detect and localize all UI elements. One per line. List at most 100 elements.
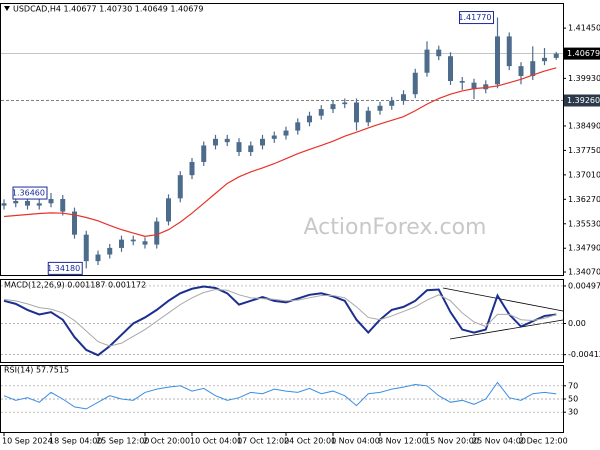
y-tick-label: 1.34790	[568, 244, 600, 253]
watermark: ActionForex.com	[304, 215, 487, 240]
bar-body	[412, 72, 418, 95]
price-label-box	[564, 94, 600, 107]
bar-body	[83, 234, 89, 262]
bar-body	[283, 130, 289, 136]
annotation-label: 1.36460	[12, 189, 45, 198]
bar-body	[448, 56, 453, 82]
bar-body	[142, 241, 148, 245]
bar-body	[48, 198, 54, 204]
x-tick-label: 25 Sep 12:00	[96, 437, 149, 446]
y-tick-label: 1.34070	[568, 268, 600, 277]
bar-body	[342, 102, 348, 105]
bar-body	[13, 200, 19, 204]
bar-body	[506, 36, 512, 67]
bar-body	[307, 115, 312, 123]
bar-body	[236, 142, 242, 153]
bar-body	[330, 104, 336, 110]
annotation-box	[12, 186, 48, 200]
bar-body	[365, 110, 371, 123]
y-tick-label: 1.37750	[568, 146, 600, 155]
y-tick-label: 0.004971	[568, 281, 600, 290]
bar-body	[25, 200, 30, 206]
annotation-box	[47, 261, 83, 275]
bar-body	[189, 161, 195, 176]
bar-body	[471, 82, 477, 90]
bar-body	[130, 239, 136, 242]
bar-body	[553, 53, 559, 58]
annotation-label: 1.41770	[458, 13, 491, 22]
indicator-line	[3, 285, 557, 357]
y-tick-label: 50	[568, 395, 578, 404]
bar-body	[295, 122, 301, 131]
x-tick-label: 8 Nov 12:00	[378, 437, 427, 446]
bar-body	[518, 66, 524, 77]
x-tick-label: 15 Nov 20:00	[425, 437, 479, 446]
price-label-box	[564, 47, 600, 60]
bar-body	[95, 254, 101, 262]
y-tick-label: 1.41450	[568, 24, 600, 33]
bar-body	[542, 57, 547, 62]
bar-body	[377, 105, 383, 111]
y-tick-label: 1.36270	[568, 195, 600, 204]
rsi-title: RSI(14) 57.7515	[4, 366, 69, 375]
y-tick-label: -0.004126	[568, 350, 600, 359]
bar-body	[401, 94, 406, 101]
bar-body	[201, 145, 207, 162]
bar-body	[166, 198, 171, 222]
bar-body	[60, 198, 66, 212]
x-tick-label: 10 Oct 04:00	[190, 437, 242, 446]
menu-arrow[interactable]	[4, 6, 10, 11]
y-tick-label: 1.39930	[568, 74, 600, 83]
x-tick-label: 25 Nov 04:00	[472, 437, 526, 446]
bar-body	[318, 109, 324, 116]
indicator-line	[3, 381, 557, 410]
bar-body	[154, 221, 160, 245]
bar-body	[459, 81, 465, 83]
y-tick-label: 1.35530	[568, 219, 600, 228]
bar-body	[260, 138, 265, 146]
price-panel	[0, 3, 564, 276]
annotation-label: 1.34180	[47, 264, 80, 273]
x-tick-label: 17 Oct 12:00	[237, 437, 289, 446]
macd-panel	[0, 279, 564, 363]
bar-body	[213, 138, 218, 146]
y-tick-label: 30	[568, 408, 578, 417]
bar-body	[436, 49, 442, 57]
y-tick-label: 1.38490	[568, 121, 600, 130]
bar-body	[389, 100, 395, 106]
bar-body	[72, 211, 77, 235]
bar-body	[224, 138, 230, 143]
annotation-box	[459, 11, 494, 25]
x-tick-label: 2 Oct 20:00	[143, 437, 190, 446]
trend-line	[449, 319, 564, 340]
bar-body	[107, 247, 113, 255]
moving-average	[3, 67, 557, 237]
bar-body	[530, 61, 536, 77]
bar-body	[177, 175, 183, 199]
price-label: 1.39260	[567, 96, 600, 105]
x-tick-label: 2 Dec 12:00	[519, 437, 568, 446]
bar-body	[1, 203, 7, 206]
x-tick-label: 18 Sep 04:00	[49, 437, 102, 446]
chart-title: USDCAD,H4 1.40677 1.40730 1.40649 1.4067…	[13, 5, 203, 14]
bar-body	[483, 84, 489, 90]
bar-body	[248, 145, 254, 153]
x-tick-label: 24 Oct 20:00	[284, 437, 336, 446]
y-tick-label: 0.00	[568, 319, 586, 328]
x-tick-label: 10 Sep 2024	[2, 437, 53, 446]
bar-body	[119, 239, 124, 248]
bar-body	[424, 49, 430, 73]
bar-body	[36, 203, 42, 206]
trend-line	[442, 287, 564, 312]
macd-title: MACD(12,26,9) 0.001187 0.001172	[4, 281, 146, 290]
bar-body	[495, 36, 500, 85]
y-tick-label: 70	[568, 381, 578, 390]
bar-body	[354, 102, 359, 123]
bar-body	[271, 135, 277, 139]
y-tick-label: 1.37010	[568, 170, 600, 179]
indicator-line	[3, 289, 557, 347]
x-tick-label: 1 Nov 04:00	[331, 437, 380, 446]
price-label: 1.40679	[567, 49, 600, 58]
